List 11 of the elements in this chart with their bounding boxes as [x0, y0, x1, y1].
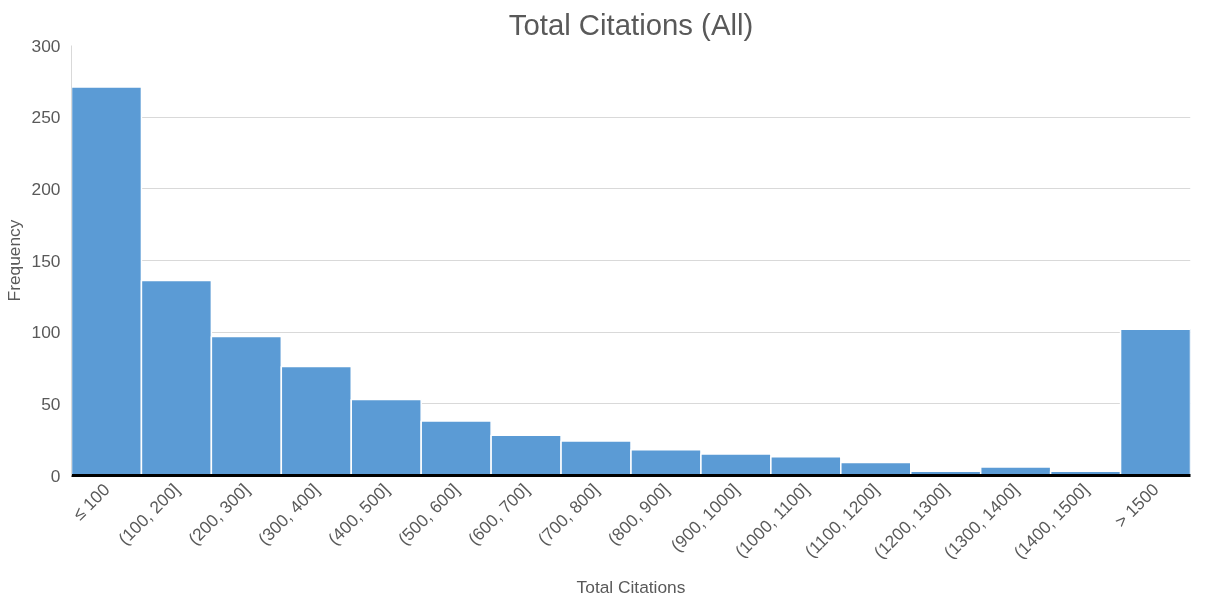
y-tick-label: 200 [31, 178, 61, 199]
chart-title: Total Citations (All) [508, 7, 754, 41]
y-tick-label: 300 [31, 35, 61, 56]
y-tick-label: 100 [31, 322, 61, 343]
y-tick-label: 150 [31, 250, 61, 271]
y-tick-label: 0 [50, 465, 61, 486]
x-tick-label: ≤ 100 [68, 479, 114, 525]
x-axis-title: Total Citations [576, 577, 686, 598]
y-tick-label: 50 [41, 393, 61, 414]
y-tick-label: 250 [31, 107, 61, 128]
y-axis-title: Frequency [3, 219, 24, 302]
